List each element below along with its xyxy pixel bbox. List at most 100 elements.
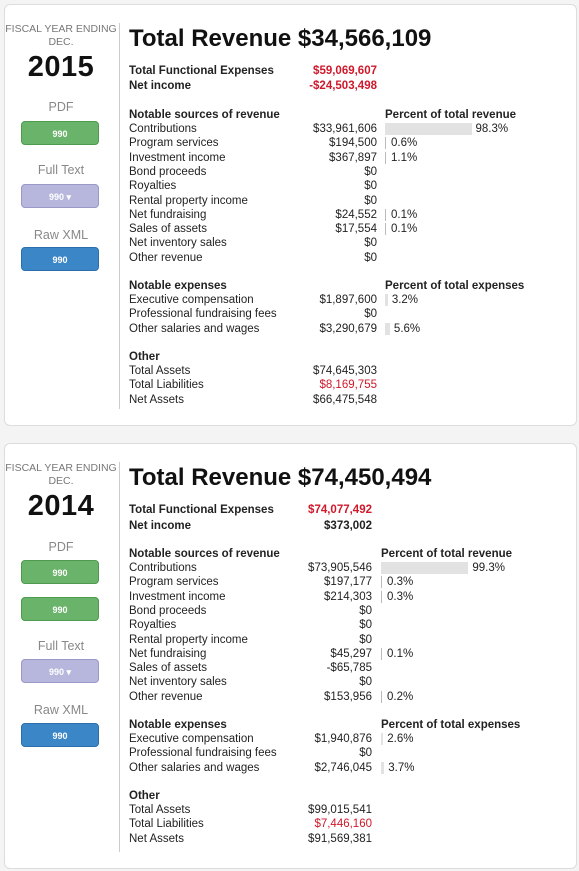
functional-expenses-label: Total Functional Expenses — [129, 65, 274, 77]
pdf-990-button[interactable]: 990 — [21, 121, 99, 145]
expenses-row: Professional fundraising fees $0 — [129, 307, 377, 321]
revenue-row: Rental property income $0 — [129, 633, 372, 647]
revenue-row: Royalties $0 — [129, 618, 372, 632]
revenue-percent-header: Percent of total revenue — [385, 109, 517, 121]
percent-text: 0.1% — [391, 223, 418, 236]
revenue-label: Net inventory sales — [129, 676, 227, 689]
pdf-990-button[interactable]: 990 — [21, 560, 99, 584]
revenue-percent: 99.3% — [381, 561, 561, 575]
fiscal-year: 2015 — [27, 51, 95, 83]
fiscal-year: 2014 — [27, 490, 95, 522]
other-row: Total Liabilities $7,446,160 — [129, 817, 372, 831]
percent-text: 3.7% — [388, 761, 415, 774]
filing-card-2014: FISCAL YEAR ENDING DEC. 2014 PDF 990 990… — [4, 443, 577, 869]
revenue-row: Sales of assets $17,554 — [129, 222, 377, 236]
other-label: Net Assets — [129, 832, 184, 845]
fiscal-year-label: FISCAL YEAR ENDING DEC. — [5, 23, 117, 48]
revenue-value: $0 — [364, 180, 377, 193]
fulltext-990-dropdown[interactable]: 990 ▾ — [21, 659, 99, 683]
revenue-label: Contributions — [129, 562, 197, 574]
other-label: Total Liabilities — [129, 818, 204, 831]
revenue-label: Other revenue — [129, 690, 203, 703]
other-row: Net Assets $91,569,381 — [129, 832, 372, 846]
percent-bar — [385, 294, 388, 306]
percent-text: 99.3% — [472, 562, 505, 574]
raw-xml-label: Raw XML — [33, 703, 89, 717]
revenue-value: $0 — [359, 604, 372, 617]
other-header: Other — [129, 351, 160, 363]
revenue-row: Net fundraising $45,297 — [129, 647, 372, 661]
expenses-percent: 5.6% — [385, 322, 565, 336]
fulltext-990-dropdown[interactable]: 990 ▾ — [21, 184, 99, 208]
other-value: $99,015,541 — [308, 804, 372, 816]
percent-bar — [381, 562, 469, 574]
pdf-990-button[interactable]: 990 — [21, 597, 99, 621]
revenue-value: $367,897 — [329, 151, 377, 164]
percent-bar — [385, 208, 386, 221]
percent-text: 0.2% — [387, 690, 414, 703]
revenue-row: Bond proceeds $0 — [129, 604, 372, 618]
revenue-value: $0 — [359, 676, 372, 689]
percent-bar — [381, 733, 384, 745]
filing-card-2015: FISCAL YEAR ENDING DEC. 2015 PDF 990 Ful… — [4, 4, 577, 426]
expenses-row: Professional fundraising fees $0 — [129, 746, 372, 760]
percent-text: 3.2% — [391, 294, 419, 306]
sidebar-divider — [119, 462, 120, 852]
revenue-row: Other revenue $0 — [129, 251, 377, 265]
net-income-value: $373,002 — [324, 520, 372, 532]
revenue-percent: 0.1% — [385, 208, 565, 222]
expenses-value: $2,746,045 — [314, 761, 372, 774]
revenue-row: Investment income $367,897 — [129, 151, 377, 165]
expenses-row: Executive compensation $1,940,876 — [129, 732, 372, 746]
other-header: Other — [129, 790, 160, 802]
revenue-row: Bond proceeds $0 — [129, 165, 377, 179]
revenue-percent: 0.3% — [381, 575, 561, 589]
revenue-percent: 0.3% — [381, 590, 561, 604]
revenue-label: Bond proceeds — [129, 165, 207, 178]
other-value: $66,475,548 — [313, 393, 377, 406]
functional-expenses-value: $59,069,607 — [313, 65, 377, 77]
expenses-header: Notable expenses — [129, 719, 227, 731]
fulltext-label: Full Text — [37, 163, 85, 177]
percent-bar — [385, 137, 386, 150]
pdf-label: PDF — [48, 540, 74, 554]
net-income-row: Net income $373,002 — [129, 519, 372, 533]
percent-text: 0.3% — [387, 576, 414, 589]
raw-xml-990-button[interactable]: 990 — [21, 723, 99, 747]
other-value: $7,446,160 — [314, 818, 372, 831]
revenue-value: $45,297 — [330, 647, 372, 660]
revenue-value: $24,552 — [335, 208, 377, 221]
other-label: Total Assets — [129, 365, 191, 377]
revenue-value: $197,177 — [324, 576, 372, 589]
percent-text: 1.1% — [391, 151, 418, 164]
revenue-value: $33,961,606 — [313, 123, 377, 135]
expenses-value: $3,290,679 — [319, 322, 377, 335]
revenue-label: Program services — [129, 576, 219, 589]
expenses-percent-header: Percent of total expenses — [381, 719, 521, 731]
percent-bar — [385, 322, 390, 335]
net-income-value: -$24,503,498 — [309, 80, 377, 92]
other-label: Total Assets — [129, 804, 191, 816]
revenue-value: $73,905,546 — [308, 562, 372, 574]
expenses-value: $0 — [359, 747, 372, 760]
revenue-label: Investment income — [129, 151, 226, 164]
other-row: Total Assets $99,015,541 — [129, 803, 372, 817]
revenue-percent: 0.1% — [381, 647, 561, 661]
revenue-label: Bond proceeds — [129, 604, 207, 617]
revenue-label: Net fundraising — [129, 208, 207, 221]
raw-xml-990-button[interactable]: 990 — [21, 247, 99, 271]
revenue-percent: 0.2% — [381, 690, 561, 704]
revenue-label: Net inventory sales — [129, 237, 227, 250]
sidebar-divider — [119, 23, 120, 409]
revenue-row: Contributions $33,961,606 — [129, 122, 377, 136]
revenue-row: Contributions $73,905,546 — [129, 561, 372, 575]
revenue-value: -$65,785 — [326, 662, 372, 675]
revenue-label: Investment income — [129, 590, 226, 603]
revenue-row: Net inventory sales $0 — [129, 675, 372, 689]
other-value: $8,169,755 — [319, 379, 377, 392]
percent-text: 5.6% — [393, 322, 421, 335]
net-income-row: Net income -$24,503,498 — [129, 79, 377, 93]
expenses-row: Other salaries and wages $3,290,679 — [129, 322, 377, 336]
revenue-value: $153,956 — [324, 690, 372, 703]
percent-text: 2.6% — [387, 733, 414, 745]
